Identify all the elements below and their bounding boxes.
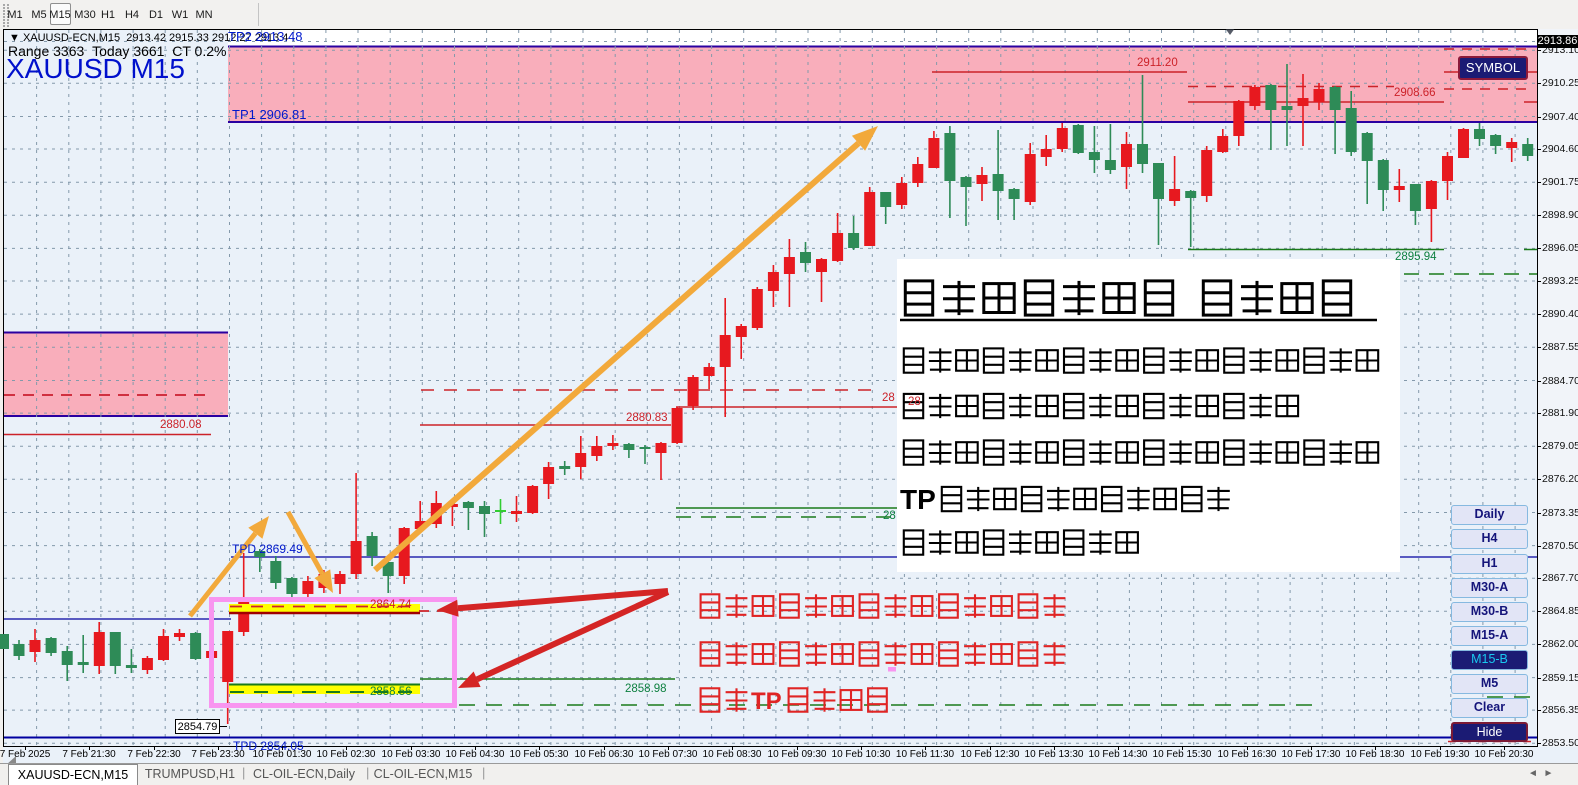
svg-text:TP: TP [900,484,936,515]
svg-text:TP: TP [751,688,782,715]
